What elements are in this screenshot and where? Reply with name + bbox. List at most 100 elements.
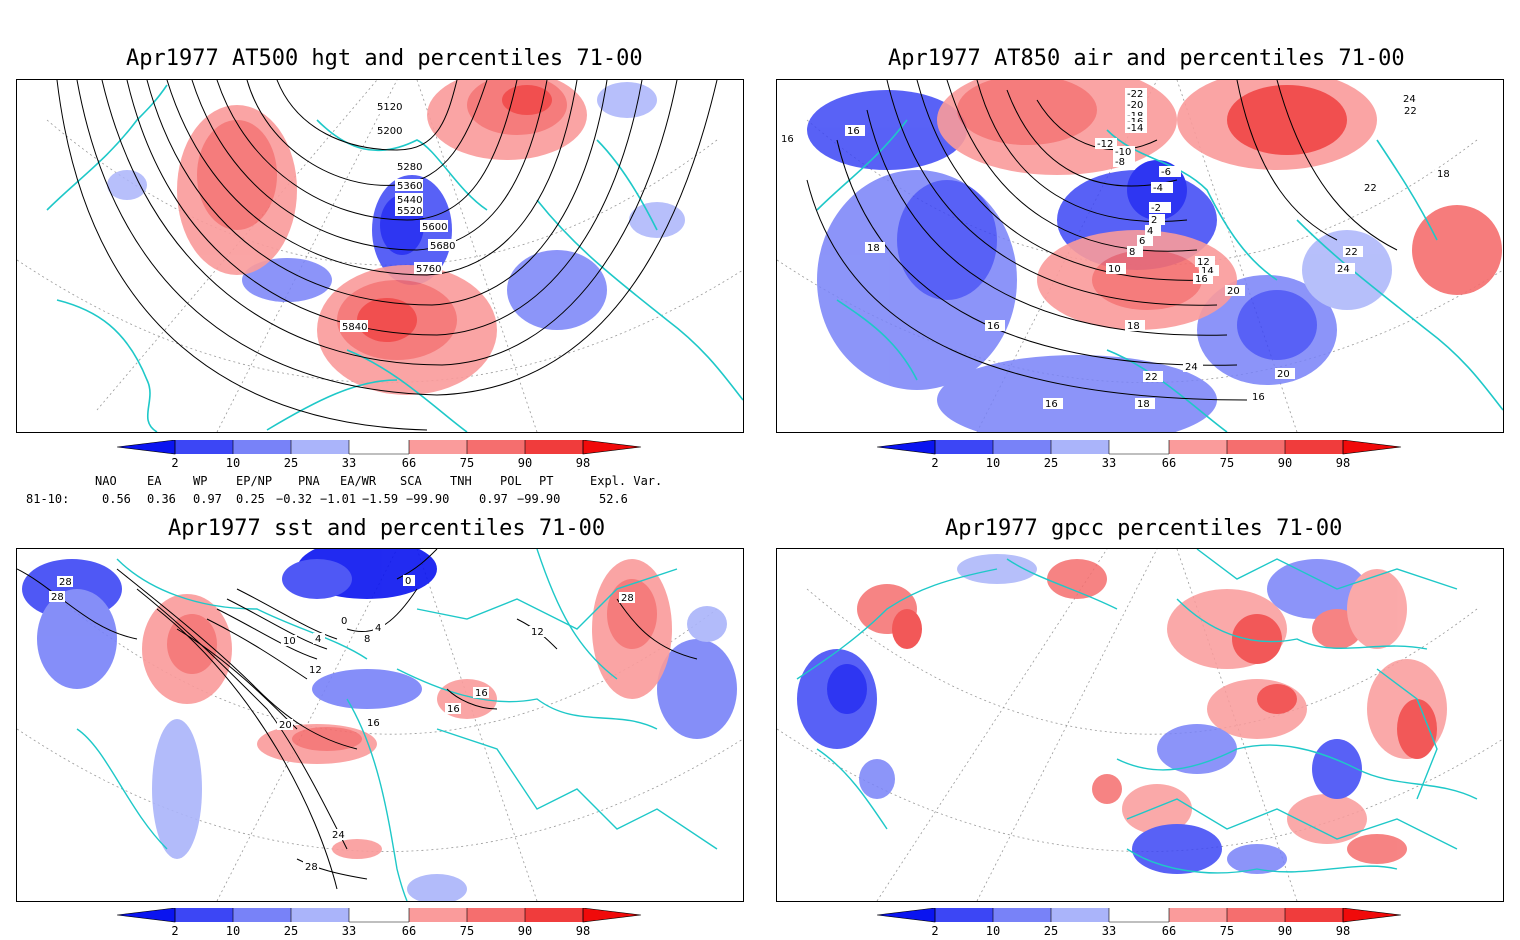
colorbar-tick: 75 xyxy=(1220,924,1234,938)
colorbar-tick: 33 xyxy=(342,924,356,938)
contour-label: 22 xyxy=(1364,183,1377,194)
colorbar-tick: 25 xyxy=(284,924,298,938)
index-value: 0.25 xyxy=(236,492,265,506)
index-value: 0.56 xyxy=(102,492,131,506)
colorbar-tick: 2 xyxy=(171,456,178,470)
colorbar-tick: 66 xyxy=(402,456,416,470)
colorbar-tick: 66 xyxy=(1162,456,1176,470)
colorbar-sst: 2 10 25 33 66 75 90 98 xyxy=(117,908,642,938)
contour-label: 10 xyxy=(1108,264,1121,275)
contour-label: 22 xyxy=(1145,372,1158,383)
map-hgt: 5120 5200 5280 5360 5440 5520 5600 5680 … xyxy=(16,79,744,433)
index-header: WP xyxy=(193,474,208,488)
contour-label: 20 xyxy=(279,720,292,731)
panel-title-gpcc: Apr1977 gpcc percentiles 71-00 xyxy=(945,516,1343,541)
index-header: EP/NP xyxy=(236,474,273,488)
contour-label: -4 xyxy=(1153,183,1163,194)
colorbar-air: 2 10 25 33 66 75 90 98 xyxy=(877,440,1402,470)
colorbar-tick: 90 xyxy=(518,924,532,938)
contour-label: 16 xyxy=(1195,274,1208,285)
contour-label: 14 xyxy=(1201,266,1214,277)
contour-label: 18 xyxy=(1437,169,1450,180)
colorbar-tick: 10 xyxy=(986,924,1000,938)
contour-label: 12 xyxy=(309,665,322,676)
contour-label: 10 xyxy=(283,636,296,647)
contour-label: -22 xyxy=(1127,89,1143,100)
contour-label: -20 xyxy=(1127,100,1143,111)
index-header: PT xyxy=(539,474,554,488)
contour-label: 22 xyxy=(1345,247,1358,258)
contour-label: -10 xyxy=(1115,147,1131,158)
contour-label: 5280 xyxy=(397,162,422,173)
contour-label: 0 xyxy=(405,576,411,587)
index-value: 0.97 xyxy=(479,492,508,506)
colorbar-tick: 98 xyxy=(576,924,590,938)
index-header: POL xyxy=(500,474,522,488)
index-value: 0.97 xyxy=(193,492,222,506)
colorbar-tick: 25 xyxy=(1044,924,1058,938)
colorbar-tick: 90 xyxy=(1278,924,1292,938)
contour-label: 8 xyxy=(1129,247,1135,258)
contour-label: 4 xyxy=(1147,226,1153,237)
colorbar-tick: 2 xyxy=(931,924,938,938)
contour-label: 18 xyxy=(1137,399,1150,410)
contour-label: 8 xyxy=(364,634,370,645)
colorbar-tick: 75 xyxy=(1220,456,1234,470)
panel-title-sst: Apr1977 sst and percentiles 71-00 xyxy=(168,516,606,541)
contour-label: 18 xyxy=(1127,321,1140,332)
panel-title-hgt: Apr1977 AT500 hgt and percentiles 71-00 xyxy=(126,46,643,71)
contour-label: -14 xyxy=(1127,123,1143,134)
index-value: 52.6 xyxy=(599,492,628,506)
contour-label: 4 xyxy=(375,623,381,634)
contour-label: 24 xyxy=(1185,362,1198,373)
contour-label: 24 xyxy=(332,830,345,841)
contour-label: 24 xyxy=(1337,264,1350,275)
contour-label: 6 xyxy=(1139,236,1145,247)
index-value: −1.59 xyxy=(362,492,399,506)
contour-label: 5440 xyxy=(397,195,422,206)
colorbar-tick: 98 xyxy=(576,456,590,470)
colorbar-tick: 90 xyxy=(518,456,532,470)
index-header: EA xyxy=(147,474,162,488)
contour-label: 2 xyxy=(1151,215,1157,226)
contour-label: 16 xyxy=(781,134,794,145)
contour-label: 4 xyxy=(315,634,321,645)
contour-label: 28 xyxy=(51,592,64,603)
contour-label: 5200 xyxy=(377,126,402,137)
index-row-label: 81-10: xyxy=(26,492,70,506)
colorbar-tick: 33 xyxy=(342,456,356,470)
colorbar-tick: 98 xyxy=(1336,924,1350,938)
colorbar-tick: 2 xyxy=(171,924,178,938)
contour-label: 5360 xyxy=(397,181,422,192)
map-sst: 28 28 0 0 4 8 10 4 12 16 16 16 20 24 28 … xyxy=(16,548,744,902)
contour-label: 24 xyxy=(1403,94,1416,105)
colorbar-tick: 75 xyxy=(460,456,474,470)
contour-label: 0 xyxy=(341,616,347,627)
index-value: −99.90 xyxy=(517,492,561,506)
contour-label: 12 xyxy=(1197,257,1210,268)
contour-label: 16 xyxy=(987,321,1000,332)
colorbar-tick: 25 xyxy=(1044,456,1058,470)
contour-label: 16 xyxy=(847,126,860,137)
contour-label: 20 xyxy=(1277,369,1290,380)
index-header: EA/WR xyxy=(340,474,377,488)
contour-label: 5600 xyxy=(422,222,447,233)
contour-label: 16 xyxy=(1252,392,1265,403)
map-air: -22 -20 -18 -16 -14 -12 -10 -8 -6 -4 -2 … xyxy=(776,79,1504,433)
index-value: −99.90 xyxy=(406,492,450,506)
index-header: Expl. Var. xyxy=(590,474,663,488)
contour-label: 5840 xyxy=(342,322,367,333)
colorbar-tick: 90 xyxy=(1278,456,1292,470)
contour-label: -12 xyxy=(1097,139,1113,150)
contour-label: 20 xyxy=(1227,286,1240,297)
index-header: PNA xyxy=(298,474,320,488)
index-value: −0.32 xyxy=(276,492,313,506)
colorbar-tick: 2 xyxy=(931,456,938,470)
colorbar-tick: 10 xyxy=(226,924,240,938)
contour-label: 28 xyxy=(305,862,318,873)
index-value: 0.36 xyxy=(147,492,176,506)
contour-label: 22 xyxy=(1404,106,1417,117)
colorbar-tick: 33 xyxy=(1102,924,1116,938)
colorbar-tick: 33 xyxy=(1102,456,1116,470)
colorbar-tick: 98 xyxy=(1336,456,1350,470)
